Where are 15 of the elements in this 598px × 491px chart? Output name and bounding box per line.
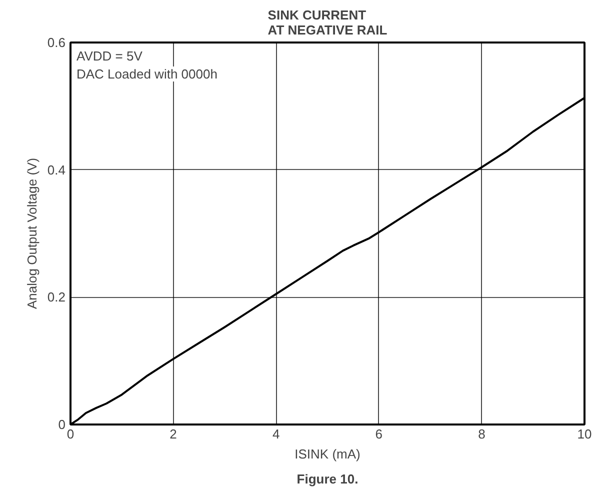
caption: Figure 10. bbox=[296, 472, 358, 486]
y-tick-label: 0.4 bbox=[47, 162, 66, 178]
x-tick-label: 2 bbox=[170, 426, 177, 442]
y-tick-label: 0.6 bbox=[47, 35, 66, 50]
y-tick-label: 0 bbox=[58, 417, 66, 432]
x-axis-title: ISINK (mA) bbox=[294, 446, 360, 462]
chart-title: SINK CURRENT AT NEGATIVE RAIL bbox=[268, 8, 388, 38]
x-tick-label: 6 bbox=[375, 426, 383, 442]
annotation: DAC Loaded with 0000h bbox=[76, 66, 218, 82]
x-tick-label: 10 bbox=[577, 426, 592, 442]
annotation: AVDD = 5V bbox=[76, 48, 143, 64]
x-tick-label: 8 bbox=[478, 426, 486, 442]
x-tick-label: 4 bbox=[272, 426, 280, 442]
y-axis-title: Analog Output Voltage (V) bbox=[24, 158, 40, 310]
y-tick-label: 0.2 bbox=[47, 290, 66, 305]
